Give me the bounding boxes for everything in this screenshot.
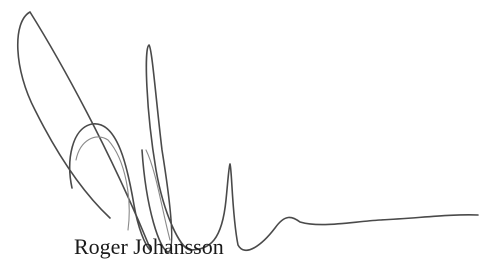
signature-stroke [190, 164, 478, 250]
printed-name: Roger Johansson [74, 234, 224, 260]
signature-stroke [18, 12, 150, 248]
page: Roger Johansson (() => { const data = JS… [0, 0, 480, 269]
signature-stroke [142, 45, 190, 252]
signature-stroke [146, 150, 170, 240]
signature-drawing [0, 0, 480, 269]
